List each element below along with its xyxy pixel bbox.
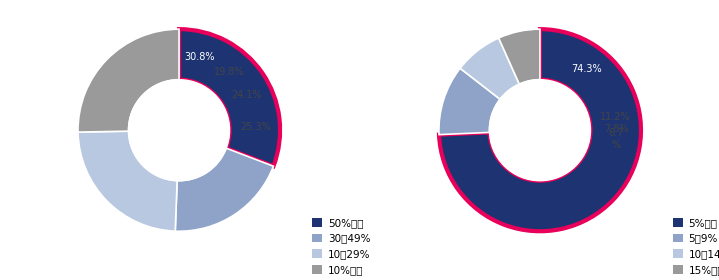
Text: 7.8%: 7.8%	[604, 124, 628, 134]
Circle shape	[490, 80, 590, 181]
Text: 11.2%: 11.2%	[600, 112, 631, 122]
Legend: 5%未満, 5～9%, 10～14%, 15%以上: 5%未満, 5～9%, 10～14%, 15%以上	[673, 218, 719, 275]
Wedge shape	[78, 131, 177, 231]
Legend: 50%以上, 30～49%, 10～29%, 10%未満: 50%以上, 30～49%, 10～29%, 10%未満	[312, 218, 370, 275]
Wedge shape	[175, 148, 273, 231]
Wedge shape	[179, 29, 280, 166]
Wedge shape	[78, 29, 179, 132]
Wedge shape	[439, 29, 641, 231]
Text: 6.7
%: 6.7 %	[608, 128, 623, 150]
Text: 19.8%: 19.8%	[214, 67, 244, 77]
Wedge shape	[499, 29, 540, 84]
Wedge shape	[460, 38, 519, 99]
Text: 74.3%: 74.3%	[571, 64, 601, 74]
Text: 30.8%: 30.8%	[184, 52, 214, 62]
Circle shape	[129, 80, 229, 181]
Wedge shape	[439, 68, 500, 135]
Text: 25.3%: 25.3%	[240, 122, 270, 132]
Text: 24.1%: 24.1%	[232, 90, 262, 100]
